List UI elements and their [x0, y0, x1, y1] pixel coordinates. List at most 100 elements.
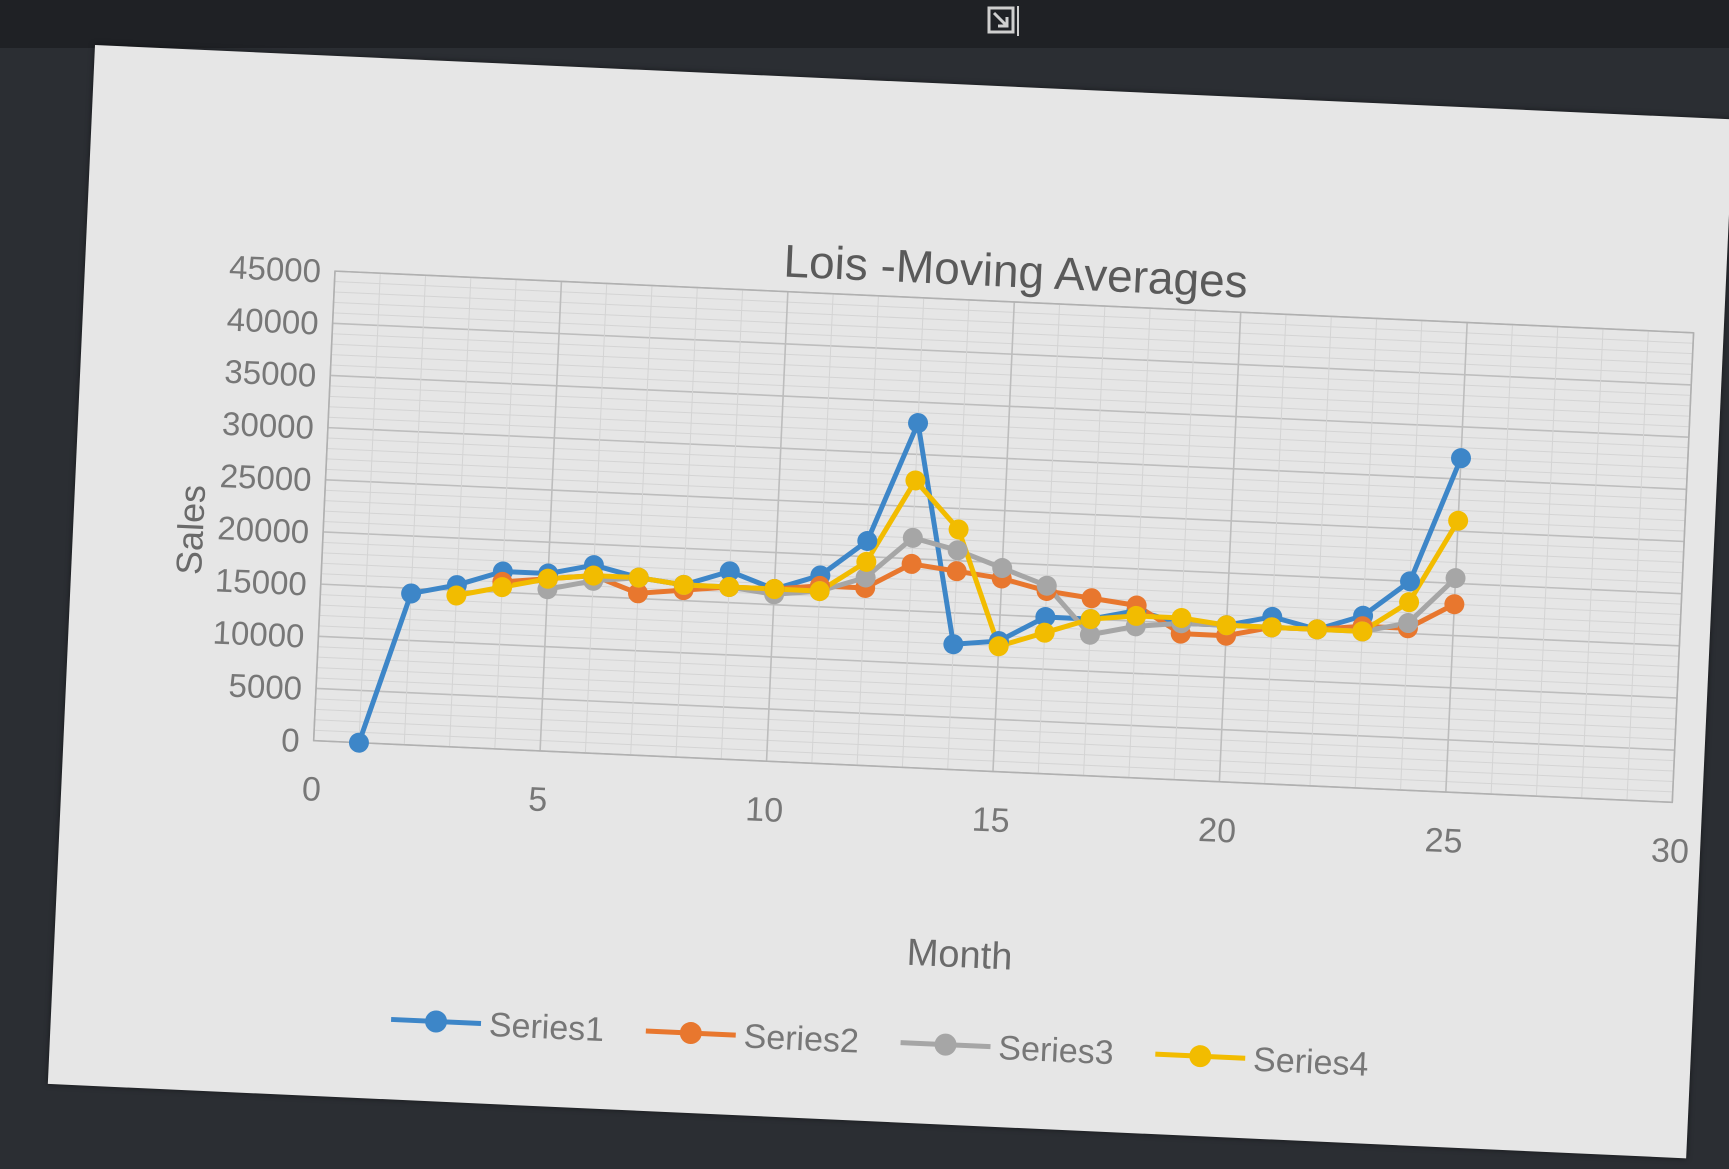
data-point-series3: [902, 527, 923, 548]
data-point-series3: [947, 540, 968, 561]
y-tick-label: 45000: [228, 248, 321, 289]
data-point-series4: [1216, 615, 1237, 636]
x-tick-label: 5: [528, 780, 549, 819]
data-point-series4: [809, 581, 830, 602]
data-point-series4: [948, 519, 969, 540]
legend-label: Series4: [1252, 1041, 1369, 1084]
data-point-series1: [348, 732, 369, 753]
data-point-series4: [905, 470, 926, 491]
gridline-minor-v: [1128, 308, 1151, 778]
x-tick-label: 15: [971, 801, 1011, 841]
data-point-series1: [1400, 571, 1421, 592]
legend-label: Series2: [743, 1017, 860, 1060]
gridline-major-v: [765, 291, 789, 762]
y-tick-label: 5000: [228, 667, 303, 707]
data-point-series2: [946, 561, 967, 582]
y-tick-label: 30000: [221, 405, 314, 446]
data-point-series4: [492, 577, 513, 598]
gridline-minor-v: [494, 279, 517, 749]
data-point-series4: [1261, 617, 1282, 638]
data-point-series4: [1352, 621, 1373, 642]
x-tick-label: 25: [1424, 821, 1464, 861]
x-tick-labels: 0 5 10 15 20 25 30: [301, 770, 1690, 871]
gridline-minor-v: [358, 273, 381, 743]
data-point-series4: [988, 636, 1009, 657]
gridline-major-v: [539, 281, 563, 751]
gridline-minor-v: [1581, 328, 1604, 799]
data-point-series3: [1036, 575, 1057, 596]
top-toolbar: [0, 0, 1729, 48]
gridline-minor-v: [1173, 310, 1196, 780]
data-point-series4: [628, 567, 649, 588]
series-markers: [348, 413, 1471, 753]
data-point-series4: [1171, 607, 1192, 628]
data-point-series3: [1079, 624, 1100, 645]
gridline-minor-v: [1626, 330, 1649, 801]
gridline-minor-v: [1354, 318, 1378, 788]
y-tick-label: 25000: [219, 457, 312, 498]
gridline-minor-v: [584, 283, 608, 753]
data-point-series3: [1398, 613, 1419, 634]
data-point-series1: [943, 634, 964, 655]
data-point-series3: [992, 558, 1013, 579]
gridline-minor-v: [630, 285, 653, 756]
y-tick-label: 40000: [226, 301, 319, 342]
axes: [312, 270, 1695, 804]
legend-label: Series1: [488, 1006, 605, 1049]
gridline-minor-v: [1037, 304, 1061, 774]
data-point-series4: [764, 579, 785, 600]
legend-label: Series3: [998, 1029, 1115, 1072]
gridline-minor-v: [1309, 316, 1332, 786]
data-point-series1: [908, 413, 929, 434]
gridline-major-v: [1445, 322, 1468, 793]
data-point-series1: [401, 583, 422, 604]
gridline-minor-v: [1264, 314, 1287, 784]
y-axis-label: Sales: [168, 484, 213, 576]
data-point-series1: [857, 530, 878, 551]
data-point-series4: [719, 576, 740, 597]
data-point-series1: [1450, 448, 1471, 469]
chart-title: Lois -Moving Averages: [782, 234, 1248, 307]
legend-swatch-marker: [934, 1033, 957, 1056]
gridline-major-v: [1218, 312, 1242, 782]
legend-swatch-marker: [679, 1022, 702, 1045]
data-point-series1: [1035, 607, 1056, 628]
x-axis-label: Month: [906, 932, 1013, 979]
data-point-series2: [1444, 594, 1465, 615]
data-point-series4: [1448, 510, 1469, 531]
data-point-series4: [1126, 605, 1147, 626]
y-tick-label: 0: [280, 721, 300, 759]
legend-swatch-marker: [1189, 1045, 1212, 1068]
y-tick-labels: 0 5000 10000 15000 20000 25000 30000 35000 40000…: [212, 248, 322, 759]
gridline-minor-v: [811, 293, 834, 764]
y-tick-label: 10000: [212, 614, 305, 655]
legend: Series1 Series2 Series3 Series4: [390, 1006, 1369, 1084]
gridline-minor-v: [449, 277, 472, 747]
data-point-series4: [537, 568, 558, 589]
plot-area-border: [312, 270, 1695, 804]
x-tick-label: 20: [1197, 811, 1237, 851]
x-tick-label: 0: [301, 770, 322, 809]
data-point-series2: [901, 553, 922, 574]
chart-panel[interactable]: Lois -Moving Averages Month Sales 0 5 10 15…: [47, 45, 1729, 1159]
data-point-series4: [1034, 622, 1055, 643]
line-chart: Lois -Moving Averages Month Sales 0 5 10 15…: [168, 234, 1695, 1084]
y-tick-label: 35000: [224, 353, 317, 394]
data-point-series4: [673, 574, 694, 595]
gridline-major-v: [992, 301, 1016, 772]
gridline-minor-v: [1535, 326, 1559, 797]
data-point-series1: [719, 561, 740, 582]
data-point-series4: [1080, 609, 1101, 630]
data-point-series4: [1307, 619, 1328, 640]
x-tick-label: 30: [1650, 831, 1690, 871]
gridline-minor-v: [403, 275, 427, 745]
data-point-series2: [1081, 588, 1102, 609]
data-point-series4: [1399, 592, 1420, 613]
legend-swatch-marker: [425, 1010, 448, 1033]
gridline-minor-v: [1083, 306, 1106, 776]
expand-corner-icon[interactable]: [983, 2, 1023, 38]
data-point-series3: [855, 567, 876, 588]
gridline-minor-v: [1400, 320, 1423, 791]
y-tick-label: 20000: [217, 509, 310, 550]
